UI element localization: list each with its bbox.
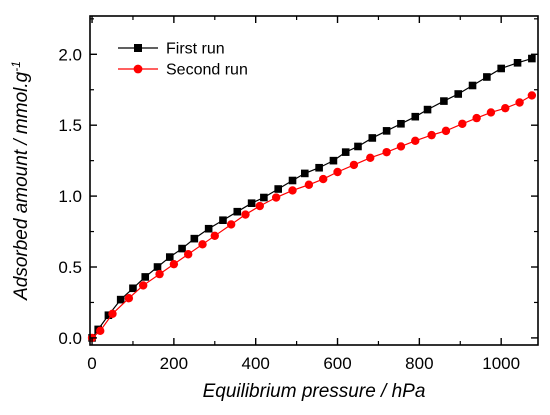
data-point	[333, 167, 342, 177]
data-point	[454, 90, 463, 98]
data-point	[513, 58, 522, 67]
data-point	[368, 134, 377, 142]
data-point	[155, 269, 164, 279]
data-point	[315, 163, 323, 172]
series-2	[87, 91, 537, 343]
x-tick-label: 1000	[482, 354, 520, 373]
data-point	[528, 54, 536, 63]
data-point	[427, 130, 436, 140]
legend-swatch-marker	[133, 64, 143, 74]
data-point	[458, 119, 467, 128]
data-point	[300, 169, 309, 178]
data-point	[341, 148, 350, 156]
data-point	[169, 259, 179, 269]
legend-label: Second run	[166, 62, 248, 79]
y-axis-title: Adsorbed amount / mmol.g-1	[9, 61, 32, 301]
data-point	[124, 294, 134, 303]
data-point	[411, 136, 420, 145]
series-line	[91, 94, 533, 339]
data-point	[501, 103, 510, 113]
data-point	[241, 210, 250, 219]
y-axis-title-main: Adsorbed amount / mmol.g	[11, 71, 32, 301]
data-point	[210, 231, 219, 241]
data-point	[486, 108, 496, 117]
series-line	[91, 57, 533, 339]
y-tick-label: 2.0	[58, 45, 82, 64]
y-tick-label: 1.0	[58, 187, 82, 206]
x-tick-label: 800	[405, 354, 433, 373]
data-point	[515, 98, 524, 107]
data-point	[274, 185, 283, 193]
data-point	[178, 244, 186, 253]
data-point	[527, 91, 537, 100]
data-point	[304, 180, 314, 189]
y-tick-label: 0.5	[58, 258, 82, 277]
data-point	[497, 64, 505, 73]
x-tick-label: 200	[160, 354, 188, 373]
data-point	[271, 193, 281, 202]
data-point	[382, 147, 391, 157]
legend-item: First run	[118, 41, 225, 58]
data-point	[204, 224, 213, 233]
data-point	[226, 220, 236, 229]
data-point	[423, 105, 432, 114]
data-point	[116, 295, 125, 304]
legend-label: First run	[166, 41, 225, 58]
data-point	[349, 160, 359, 170]
x-axis-title: Equilibrium pressure / hPa	[203, 381, 426, 402]
x-tick-label: 400	[242, 354, 270, 373]
data-point	[288, 186, 297, 195]
y-tick-label: 0.0	[58, 329, 82, 348]
data-point	[141, 273, 150, 281]
data-point	[397, 119, 405, 128]
data-point	[138, 281, 148, 290]
data-point	[366, 153, 375, 163]
y-axis-title-superscript: -1	[9, 61, 23, 72]
data-point	[260, 193, 268, 202]
data-point	[108, 309, 117, 319]
data-point	[129, 284, 137, 293]
plot-frame	[89, 15, 539, 346]
data-point	[165, 253, 174, 261]
data-point	[219, 216, 227, 225]
data-point	[441, 126, 451, 136]
data-point	[382, 127, 391, 135]
legend-item: Second run	[118, 62, 248, 79]
data-point	[354, 142, 362, 151]
data-point	[329, 156, 338, 165]
data-point	[255, 201, 264, 211]
data-point	[483, 73, 491, 81]
legend-swatch-marker	[134, 44, 142, 52]
data-point	[233, 207, 242, 216]
y-tick-label: 1.5	[58, 116, 82, 135]
data-point	[319, 174, 328, 184]
data-point	[472, 113, 481, 123]
data-point	[396, 142, 406, 151]
data-point	[198, 240, 207, 249]
series-layer	[87, 54, 537, 343]
data-point	[153, 263, 162, 271]
data-point	[411, 112, 420, 121]
data-point	[440, 97, 448, 105]
data-point	[183, 250, 193, 259]
data-point	[468, 81, 477, 90]
data-point	[104, 311, 113, 320]
ticks-layer: 0 200 400 600 800 1000 0.0 0.5 1.0 1.5 2.0	[58, 16, 538, 373]
x-tick-label: 600	[323, 354, 351, 373]
data-point	[288, 176, 297, 185]
data-point	[247, 199, 256, 207]
x-tick-label: 0	[87, 354, 96, 373]
legend: First run Second run	[118, 41, 248, 79]
series-1	[88, 54, 536, 342]
data-point	[96, 326, 105, 336]
data-point	[190, 234, 199, 243]
